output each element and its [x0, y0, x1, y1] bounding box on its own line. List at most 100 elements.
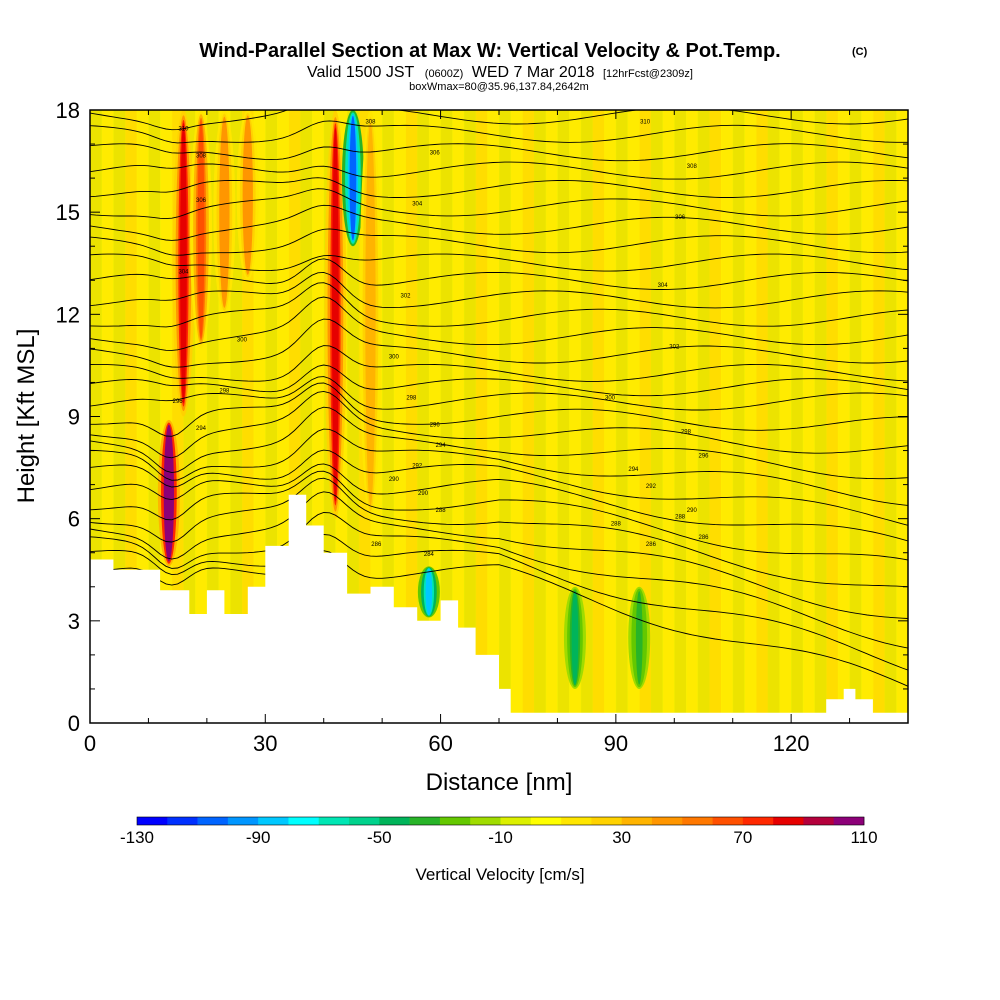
isentrope-line — [90, 550, 908, 687]
colorbar-swatch — [651, 817, 683, 825]
contour-label: 298 — [219, 389, 230, 395]
contour-label: 310 — [178, 126, 189, 132]
colorbar-swatch — [833, 817, 865, 825]
velocity-feature — [425, 568, 433, 616]
contour-label: 290 — [418, 491, 429, 497]
colorbar-swatch — [773, 817, 804, 825]
velocity-band — [791, 110, 804, 723]
colorbar-tick-label: 110 — [850, 828, 877, 847]
contour-label: 302 — [669, 344, 680, 350]
isentrope-line — [90, 204, 908, 241]
contour-label: 286 — [698, 535, 709, 541]
velocity-feature — [244, 117, 252, 274]
forecast-info: [12hrFcst@2309z] — [603, 68, 693, 80]
chart-title: Wind-Parallel Section at Max W: Vertical… — [199, 40, 780, 62]
contour-label: 288 — [611, 521, 622, 527]
contour-label: 284 — [424, 552, 435, 558]
zulu-time: (0600Z) — [425, 68, 464, 80]
colorbar-tick-label: -90 — [246, 828, 271, 847]
y-tick-label: 0 — [68, 711, 80, 736]
isentrope-line — [90, 258, 908, 290]
contour-label: 296 — [430, 423, 441, 429]
isentrope-line — [90, 345, 908, 382]
velocity-band — [849, 110, 862, 723]
velocity-band — [744, 110, 757, 723]
y-tick-label: 12 — [56, 302, 80, 327]
velocity-band — [615, 110, 629, 723]
isentrope-line — [90, 296, 908, 351]
isentrope-line — [90, 13, 908, 32]
velocity-band — [522, 110, 535, 723]
box-wmax-info: boxWmax=80@35.96,137.84,2642m — [409, 81, 589, 93]
velocity-band — [650, 110, 664, 723]
isentrope-line — [90, 428, 908, 506]
velocity-band — [125, 110, 138, 723]
velocity-band — [148, 110, 161, 723]
velocity-band — [557, 110, 570, 723]
contour-label: 296 — [698, 453, 709, 459]
colorbar-swatch — [439, 817, 471, 825]
velocity-feature — [349, 115, 357, 241]
y-tick-label: 15 — [56, 200, 80, 225]
isentrope-line — [90, 463, 908, 542]
isentrope-line — [90, 143, 908, 162]
copyright-mark: (C) — [852, 46, 868, 58]
velocity-band — [393, 110, 407, 723]
colorbar-swatch — [137, 817, 168, 825]
isentrope-line — [90, 120, 908, 144]
colorbar-frame — [136, 816, 865, 826]
velocity-band — [534, 110, 547, 723]
colorbar-swatch — [712, 817, 744, 825]
contour-label: 292 — [646, 484, 657, 490]
colorbar-label: Vertical Velocity [cm/s] — [415, 865, 584, 884]
velocity-band — [872, 110, 886, 723]
velocity-band — [709, 110, 722, 723]
contour-label: 286 — [371, 542, 382, 548]
colorbar-swatch — [470, 817, 501, 825]
isentrope-line — [90, 253, 908, 272]
velocity-band — [113, 110, 126, 723]
colorbar-swatch — [409, 817, 441, 825]
contour-label: 306 — [196, 198, 207, 204]
velocity-band — [837, 110, 851, 723]
contour-label: 304 — [178, 269, 189, 275]
colorbar-swatch — [682, 817, 713, 825]
velocity-band — [802, 110, 816, 723]
contour-label: 302 — [401, 293, 412, 299]
contour-label: 290 — [389, 477, 400, 483]
isentrope-line — [90, 449, 908, 526]
contour-label: 294 — [196, 426, 207, 432]
contour-label: 300 — [237, 338, 248, 344]
contour-label: 298 — [681, 430, 692, 436]
colorbar-swatch — [349, 817, 380, 825]
colorbar-swatch — [258, 817, 289, 825]
colorbar-tick-label: 30 — [612, 828, 631, 847]
contour-label: 304 — [412, 201, 423, 207]
contour-label: 308 — [687, 164, 698, 170]
isentrope-line — [90, 228, 908, 256]
isentrope-contours — [90, 13, 908, 687]
velocity-band — [475, 110, 488, 723]
x-axis: 0 30 60 90 120 — [84, 110, 909, 756]
isentrope-line — [90, 282, 908, 328]
contour-labels: 310 308 306 304 300 298 296 294 310 308 306 304 302 3… — [173, 120, 710, 559]
isentrope-line — [90, 406, 908, 480]
colorbar-swatch — [167, 817, 198, 825]
contour-label: 294 — [436, 443, 447, 449]
contour-label: 286 — [646, 542, 657, 548]
colorbar-swatch — [803, 817, 835, 825]
velocity-band — [627, 110, 640, 723]
y-tick-label: 3 — [68, 609, 80, 634]
isentrope-line — [90, 110, 908, 131]
velocity-band — [814, 110, 827, 723]
velocity-band — [405, 110, 418, 723]
velocity-band — [604, 110, 617, 723]
x-tick-label: 30 — [253, 731, 277, 756]
contour-label: 296 — [173, 399, 184, 405]
colorbar-tick-label: -50 — [367, 828, 392, 847]
velocity-band — [382, 110, 395, 723]
isentrope-line — [90, 477, 908, 588]
x-tick-label: 0 — [84, 731, 96, 756]
contour-label: 306 — [675, 215, 686, 221]
isentrope-line — [90, 376, 908, 411]
